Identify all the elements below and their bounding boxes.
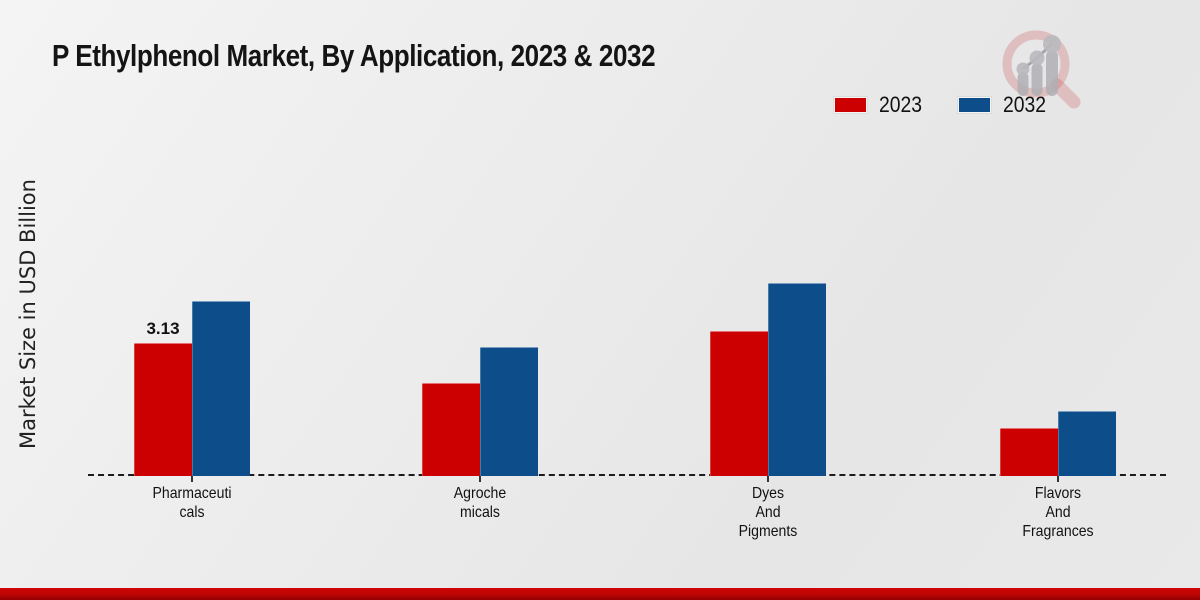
bar-2023-flavors-and-fragrances (999, 427, 1058, 476)
x-axis-tick (191, 476, 193, 482)
bar-2023-pharmaceuticals (134, 342, 192, 476)
bar-2032-flavors-and-fragrances (1057, 410, 1116, 476)
category-label-agrochemicals: Agroche micals (453, 485, 506, 521)
bar-2032-agrochemicals (479, 347, 538, 476)
x-axis-tick (1056, 476, 1059, 482)
category-label-pharmaceuticals: Pharmaceuti cals (152, 485, 232, 521)
legend: 2023 2032 (834, 92, 1052, 118)
bar-2023-agrochemicals (421, 382, 480, 476)
bar-2023-dyes-and-pigments (710, 331, 768, 476)
chart-title: P Ethylphenol Market, By Application, 20… (52, 38, 656, 73)
legend-label-2032: 2032 (1003, 92, 1047, 117)
bar-2032-pharmaceuticals (192, 300, 250, 476)
x-axis-tick (767, 476, 769, 482)
x-axis-baseline (88, 474, 1166, 476)
legend-label-2023: 2023 (879, 92, 923, 117)
legend-item-2023: 2023 (834, 92, 928, 118)
category-label-flavors-and-fragrances: Flavors And Fragrances (1021, 485, 1094, 540)
legend-swatch-2032 (958, 97, 992, 113)
bar-value-label: 3.13 (146, 318, 180, 338)
magnifier-growth-chart-icon (1002, 30, 1081, 109)
legend-item-2032: 2032 (958, 92, 1052, 118)
bar-2032-dyes-and-pigments (768, 283, 826, 476)
legend-swatch-2023 (834, 97, 868, 113)
category-label-dyes-and-pigments: Dyes And Pigments (738, 485, 798, 540)
footer-accent-bar (0, 588, 1200, 600)
x-axis-tick (478, 476, 481, 482)
